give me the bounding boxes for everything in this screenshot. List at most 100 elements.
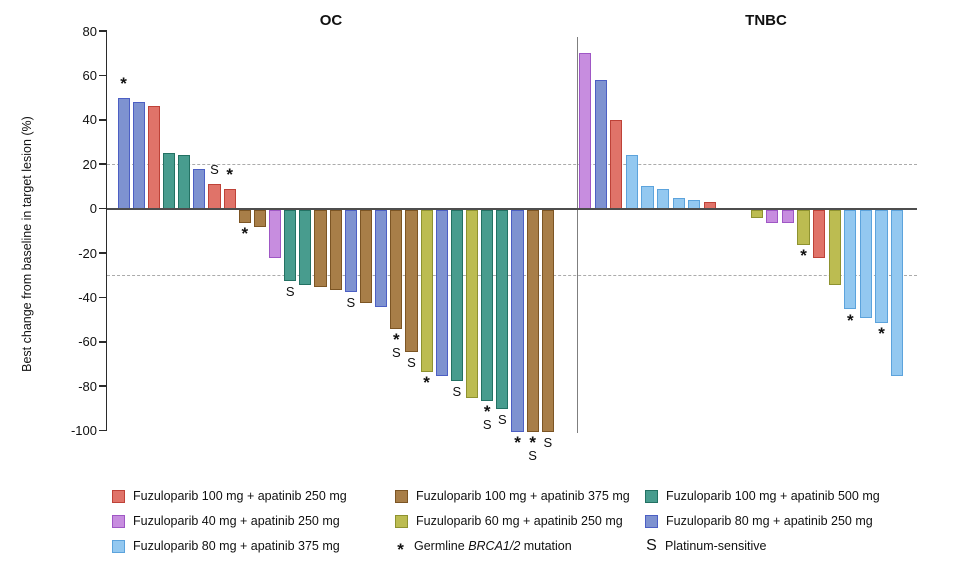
bar-annotation: * bbox=[220, 164, 240, 184]
bar-annotation: S bbox=[205, 163, 225, 176]
legend-item: S Platinum-sensitive bbox=[645, 537, 766, 554]
bar bbox=[781, 209, 794, 223]
bar bbox=[465, 209, 479, 399]
y-tick-label: -20 bbox=[78, 245, 97, 261]
platinum-sensitive-marker: S bbox=[346, 294, 356, 310]
bar bbox=[541, 209, 554, 432]
platinum-sensitive-legend-symbol: S bbox=[646, 537, 657, 554]
bar-annotation: S bbox=[447, 385, 467, 398]
bar bbox=[641, 186, 654, 209]
platinum-sensitive-marker: S bbox=[210, 162, 219, 178]
legend-item: Fuzuloparib 80 mg + apatinib 250 mg bbox=[645, 514, 873, 528]
y-tick bbox=[99, 385, 107, 387]
legend-label: Fuzuloparib 100 mg + apatinib 500 mg bbox=[666, 489, 880, 503]
bar-annotation: S bbox=[341, 296, 361, 309]
y-tick-label: 0 bbox=[89, 201, 97, 217]
y-tick-label: 20 bbox=[82, 156, 97, 172]
panel-title: OC bbox=[319, 12, 343, 29]
legend-item: Fuzuloparib 100 mg + apatinib 250 mg bbox=[112, 489, 347, 503]
panel-divider bbox=[576, 37, 578, 433]
brca-mutation-marker: * bbox=[226, 164, 233, 184]
brca-mutation-marker: * bbox=[846, 310, 854, 330]
bar-annotation: * bbox=[794, 246, 814, 266]
platinum-sensitive-marker: S bbox=[528, 447, 537, 463]
bar bbox=[420, 209, 433, 372]
bar-annotation: S bbox=[538, 436, 558, 449]
bar-annotation: S bbox=[280, 285, 300, 298]
bar bbox=[891, 209, 904, 377]
bar bbox=[625, 155, 638, 209]
platinum-sensitive-marker: S bbox=[407, 354, 416, 370]
bar bbox=[253, 209, 267, 228]
legend-swatch bbox=[112, 489, 125, 503]
legend-item: * Germline BRCA1/2 mutation bbox=[395, 539, 572, 559]
legend-label: Germline BRCA1/2 mutation bbox=[414, 539, 572, 553]
bar bbox=[859, 209, 872, 319]
brca-mutation-marker: * bbox=[120, 73, 127, 93]
bar-annotation: * bbox=[235, 225, 255, 242]
bar bbox=[147, 106, 160, 209]
platinum-sensitive-marker: S bbox=[498, 412, 507, 428]
bar bbox=[162, 153, 176, 209]
bar bbox=[875, 209, 888, 323]
platinum-sensitive-marker: S bbox=[391, 345, 401, 361]
bar-annotation: * bbox=[114, 73, 134, 93]
bar bbox=[450, 209, 463, 381]
bar bbox=[299, 209, 312, 286]
legend-label: Fuzuloparib 100 mg + apatinib 375 mg bbox=[416, 489, 630, 503]
y-axis-line bbox=[105, 31, 107, 431]
y-tick bbox=[99, 252, 107, 254]
bar bbox=[314, 209, 327, 288]
bar bbox=[813, 209, 826, 259]
bar bbox=[766, 209, 779, 223]
brca-mutation-marker: * bbox=[392, 330, 400, 350]
bar-annotation: * S bbox=[523, 434, 543, 463]
asterisk-legend-symbol: * bbox=[397, 540, 404, 559]
legend-item: Fuzuloparib 80 mg + apatinib 375 mg bbox=[112, 539, 340, 553]
bar-annotation: * S bbox=[386, 330, 406, 361]
y-tick-label: -60 bbox=[78, 334, 97, 350]
bar bbox=[657, 188, 670, 209]
bar bbox=[797, 209, 810, 246]
legend-item: Fuzuloparib 100 mg + apatinib 500 mg bbox=[645, 489, 880, 503]
bar bbox=[132, 102, 145, 209]
y-tick bbox=[99, 296, 107, 299]
legend-label: Fuzuloparib 80 mg + apatinib 375 mg bbox=[133, 539, 340, 553]
platinum-sensitive-marker: S bbox=[543, 434, 553, 450]
brca-mutation-marker: * bbox=[423, 372, 430, 392]
bar bbox=[223, 188, 236, 209]
legend-item: Fuzuloparib 60 mg + apatinib 250 mg bbox=[395, 514, 623, 528]
y-tick-label: 60 bbox=[82, 67, 97, 83]
legend-swatch bbox=[395, 489, 408, 503]
bar bbox=[496, 209, 509, 410]
bar-annotation: S bbox=[492, 413, 512, 426]
legend-item: Fuzuloparib 100 mg + apatinib 375 mg bbox=[395, 489, 630, 503]
bar bbox=[238, 209, 251, 223]
panel-title: TNBC bbox=[745, 12, 787, 29]
legend-swatch bbox=[645, 489, 658, 503]
bar bbox=[844, 209, 857, 310]
legend-swatch bbox=[112, 514, 125, 528]
bar bbox=[344, 209, 357, 292]
y-tick bbox=[99, 74, 107, 77]
bar bbox=[594, 79, 607, 209]
bar bbox=[511, 209, 524, 432]
bar bbox=[329, 209, 342, 290]
bar bbox=[117, 97, 130, 209]
y-tick bbox=[99, 341, 107, 343]
y-tick bbox=[99, 163, 107, 165]
bar-annotation: * bbox=[872, 325, 892, 342]
legend-label: Fuzuloparib 60 mg + apatinib 250 mg bbox=[416, 514, 623, 528]
y-tick bbox=[99, 207, 107, 210]
bar bbox=[481, 209, 494, 401]
platinum-sensitive-marker: S bbox=[285, 283, 295, 299]
brca-mutation-marker: * bbox=[800, 246, 807, 266]
bar-annotation: S bbox=[401, 356, 421, 369]
zero-baseline bbox=[107, 207, 917, 210]
legend-swatch bbox=[395, 514, 408, 528]
bar bbox=[435, 209, 448, 377]
y-tick bbox=[99, 30, 107, 32]
bar-annotation: * bbox=[417, 372, 437, 392]
y-tick-label: -40 bbox=[78, 289, 97, 305]
y-axis-label: Best change from baseline in target lesi… bbox=[20, 116, 34, 372]
